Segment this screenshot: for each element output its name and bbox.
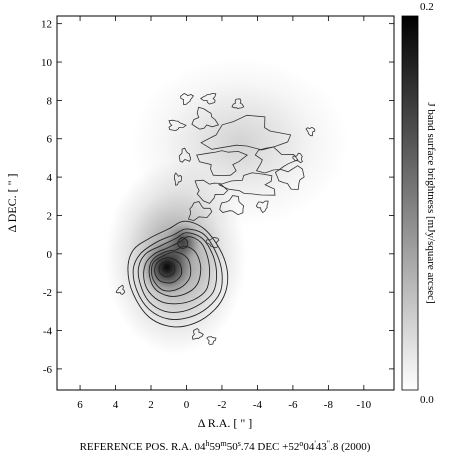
contour-layer: [115, 93, 316, 345]
brightness-image: [105, 58, 349, 355]
colorbar-max-label: 0.2: [420, 1, 434, 13]
contour-line: [231, 98, 245, 110]
x-tick-label: -8: [324, 399, 334, 411]
contour-line: [137, 232, 218, 313]
contour-line: [255, 200, 269, 214]
x-tick-label: 4: [113, 399, 119, 411]
y-tick-label: 6: [47, 134, 53, 146]
contour-line: [158, 261, 176, 278]
x-axis-label: Δ R.A. [ " ]: [198, 416, 253, 430]
y-tick-label: 10: [41, 57, 53, 69]
colorbar-min-label: 0.0: [420, 394, 434, 406]
contour-line: [154, 257, 183, 284]
y-tick-label: 12: [41, 19, 52, 31]
contour-line: [194, 179, 229, 204]
contour-line: [206, 336, 217, 345]
contour-line: [219, 195, 245, 216]
colorbar: 0.2 0.0 J band surface brightness [mJy/s…: [401, 1, 437, 406]
colorbar-label: J band surface brightness [mJy/square ar…: [425, 102, 437, 303]
colorbar-gradient: [401, 15, 419, 391]
contour-line: [178, 147, 192, 163]
contour-line: [205, 236, 220, 249]
x-tick-label: -4: [253, 399, 263, 411]
contour-line: [187, 201, 213, 222]
y-axis-label: Δ DEC. [ " ]: [5, 174, 19, 233]
contour-line: [192, 328, 204, 340]
y-tick-label: -2: [43, 287, 52, 299]
contour-line: [191, 106, 220, 130]
x-tick-label: 2: [148, 399, 154, 411]
x-axis: 6 4 2 0 -2 -4 -6 -8 -10: [77, 16, 372, 411]
contour-line: [200, 114, 292, 151]
contour-line: [180, 93, 194, 106]
x-tick-label: 6: [77, 399, 83, 411]
contour-line: [177, 237, 189, 249]
reference-position: REFERENCE POS. R.A. 04h59m50s.74 DEC +52…: [80, 439, 371, 453]
x-tick-label: -6: [288, 399, 298, 411]
contour-line: [151, 251, 192, 292]
contour-line: [168, 119, 187, 132]
y-tick-label: -4: [43, 326, 53, 338]
brightness-source: [130, 58, 349, 227]
y-tick-label: 8: [47, 95, 53, 107]
x-tick-label: -2: [217, 399, 226, 411]
plot-frame: [56, 15, 395, 391]
plot-area: 6 4 2 0 -2 -4 -6 -8 -10 12 10 8 6 4 2 0 -2 -4 -6 Δ R.A. […: [5, 15, 395, 430]
contour-line: [199, 93, 217, 105]
contour-line: [292, 152, 303, 164]
contour-line: [127, 220, 229, 328]
y-tick-label: -6: [43, 364, 53, 376]
contour-line: [217, 172, 276, 196]
contour-line: [254, 146, 299, 174]
y-tick-label: 4: [47, 172, 53, 184]
contour-line: [173, 172, 183, 186]
contour-line: [115, 284, 126, 295]
x-tick-label: -10: [357, 399, 372, 411]
y-tick-label: 2: [47, 210, 53, 222]
y-tick-label: 0: [47, 249, 53, 261]
contour-line: [274, 165, 305, 190]
contour-line: [132, 228, 223, 320]
contour-line: [148, 245, 202, 297]
x-tick-label: 0: [184, 399, 190, 411]
contour-line: [143, 236, 211, 305]
y-axis: 12 10 8 6 4 2 0 -2 -4 -6: [41, 19, 394, 376]
contour-line: [196, 150, 248, 177]
contour-line: [305, 126, 316, 137]
